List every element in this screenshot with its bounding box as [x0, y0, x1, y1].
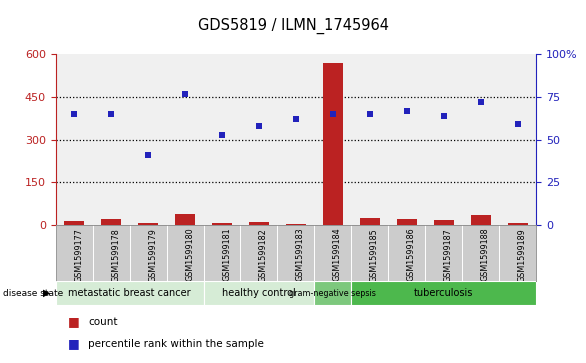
Bar — [360, 218, 380, 225]
Bar — [315, 281, 352, 305]
Bar — [352, 281, 536, 305]
Bar — [323, 63, 343, 225]
Text: GSM1599184: GSM1599184 — [333, 228, 342, 281]
Text: count: count — [88, 317, 117, 327]
Text: disease state: disease state — [3, 289, 63, 298]
Bar — [471, 215, 491, 225]
Text: metastatic breast cancer: metastatic breast cancer — [69, 288, 191, 298]
Text: ■: ■ — [67, 315, 79, 328]
Text: GDS5819 / ILMN_1745964: GDS5819 / ILMN_1745964 — [197, 18, 389, 34]
Bar — [507, 223, 528, 225]
Text: percentile rank within the sample: percentile rank within the sample — [88, 339, 264, 349]
Text: gram-negative sepsis: gram-negative sepsis — [289, 289, 376, 298]
Bar — [212, 223, 232, 225]
Text: GSM1599187: GSM1599187 — [444, 228, 453, 282]
Text: GSM1599185: GSM1599185 — [370, 228, 379, 282]
Bar — [175, 214, 195, 225]
Text: tuberculosis: tuberculosis — [414, 288, 473, 298]
Text: GSM1599178: GSM1599178 — [111, 228, 120, 282]
Bar — [101, 219, 121, 225]
Text: GSM1599182: GSM1599182 — [259, 228, 268, 282]
Text: ▶: ▶ — [43, 288, 50, 298]
Bar — [286, 224, 306, 225]
Text: ■: ■ — [67, 338, 79, 350]
Text: GSM1599180: GSM1599180 — [185, 228, 194, 281]
Bar — [56, 281, 203, 305]
Bar — [64, 221, 84, 225]
Text: GSM1599177: GSM1599177 — [74, 228, 83, 282]
Text: GSM1599179: GSM1599179 — [148, 228, 157, 282]
Text: GSM1599189: GSM1599189 — [517, 228, 527, 282]
Text: healthy control: healthy control — [222, 288, 296, 298]
Bar — [434, 220, 454, 225]
Text: GSM1599181: GSM1599181 — [222, 228, 231, 281]
Text: GSM1599186: GSM1599186 — [407, 228, 416, 281]
Bar — [397, 219, 417, 225]
Text: GSM1599188: GSM1599188 — [481, 228, 490, 281]
Bar — [249, 222, 269, 225]
Text: GSM1599183: GSM1599183 — [296, 228, 305, 281]
Bar — [138, 223, 158, 225]
Bar — [203, 281, 315, 305]
